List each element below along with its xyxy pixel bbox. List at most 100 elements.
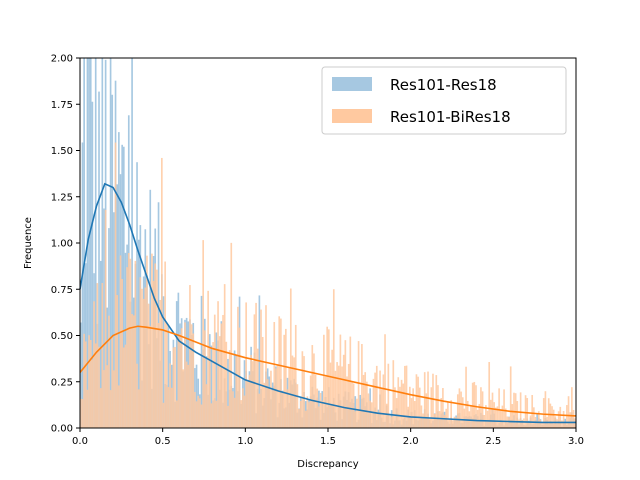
histogram-bar (98, 91, 100, 428)
histogram-bar (465, 366, 467, 428)
histogram-bar (109, 58, 112, 428)
histogram-bar (369, 400, 371, 428)
histogram-bar (528, 422, 530, 428)
histogram-bar (116, 295, 119, 428)
histogram-bar (261, 336, 264, 428)
histogram-bar (389, 415, 391, 428)
histogram-bar (189, 285, 191, 428)
histogram-bar (559, 406, 562, 428)
histogram-bar (499, 409, 502, 428)
histogram-bar (106, 365, 109, 428)
histogram-bar (271, 390, 274, 428)
x-tick-label: 3.0 (568, 436, 584, 447)
histogram-bar (149, 325, 152, 428)
histogram-bar (306, 396, 309, 428)
histogram-bar (304, 410, 307, 428)
histogram-bar (167, 387, 170, 428)
histogram-bar (332, 289, 335, 428)
histogram-bar (94, 343, 97, 428)
histogram-bar (547, 398, 550, 428)
histogram-bar (422, 413, 424, 428)
histogram-bar (466, 400, 469, 428)
histogram-bar (329, 362, 332, 428)
histogram-bar (504, 408, 507, 428)
histogram-bar (321, 400, 324, 428)
histogram-bar (509, 366, 512, 428)
histogram-bar (356, 398, 358, 428)
histogram-bar (473, 381, 476, 428)
histogram-bar (561, 420, 563, 428)
histogram-bar (359, 409, 362, 428)
histogram-bar (80, 322, 82, 428)
kde-line-res101-res18 (79, 182, 576, 424)
histogram-bar (493, 402, 495, 428)
histogram-bar (498, 388, 500, 428)
histogram-bar (86, 389, 89, 428)
histogram-bar (275, 368, 277, 428)
histogram-bar (263, 382, 266, 428)
histogram-bar (210, 345, 213, 428)
x-tick-label: 0.0 (72, 436, 88, 447)
x-tick-label: 1.0 (237, 436, 253, 447)
histogram-bar (352, 383, 355, 428)
histogram-bar (190, 324, 193, 428)
histogram-bar (418, 387, 421, 428)
histogram-bar (212, 342, 214, 428)
histogram-bar (549, 403, 552, 428)
histogram-bar (450, 400, 452, 428)
histogram-bar (243, 360, 246, 428)
y-tick-label: 1.25 (51, 192, 73, 203)
histogram-bar (174, 346, 176, 428)
histogram-bar (319, 392, 322, 428)
histogram-bar (313, 353, 315, 428)
histogram-bar (276, 364, 279, 428)
histogram-bar (122, 146, 125, 429)
histogram-bar (382, 374, 385, 428)
histogram-bar (339, 334, 342, 428)
histogram-bar (399, 386, 401, 428)
histogram-bar (162, 296, 165, 428)
histogram-bar (440, 398, 443, 428)
histogram-bar (430, 387, 433, 428)
histogram-bar (137, 389, 140, 428)
histogram-bar (164, 261, 166, 428)
histogram-bar (299, 400, 302, 428)
histogram-bar (278, 316, 281, 428)
histogram-bar (448, 418, 451, 428)
x-axis: 0.0 0.5 1.0 1.5 2.0 2.5 3.0 (72, 428, 584, 447)
histogram-bar (144, 287, 147, 428)
histogram-bar (103, 370, 105, 428)
histogram-bar (425, 393, 428, 428)
histogram-bar (250, 354, 252, 428)
histogram-bar (289, 288, 292, 428)
histogram-bar (151, 253, 153, 428)
histogram-bar (539, 419, 542, 428)
histogram-bar (291, 355, 294, 428)
histogram-bar (245, 302, 247, 428)
y-tick-label: 0.00 (51, 424, 73, 435)
histogram-bar (521, 420, 524, 428)
histogram-bar (455, 417, 457, 428)
histogram-bar (109, 390, 112, 428)
histogram-bar (134, 260, 137, 428)
x-tick-label: 0.5 (155, 436, 171, 447)
legend-label-res101-res18: Res101-Res18 (390, 76, 497, 94)
histogram-bar (233, 397, 236, 428)
histogram-bar (476, 409, 479, 428)
histogram-bar (435, 375, 438, 428)
histogram-bar (294, 324, 297, 428)
histogram-bar (83, 333, 85, 428)
histogram-bar (192, 333, 195, 428)
histogram-bar (458, 388, 461, 428)
histogram-bar (126, 267, 128, 428)
histogram-bar (288, 368, 290, 428)
histogram-bar (242, 388, 244, 428)
histogram-bar (184, 322, 186, 428)
histogram-bar (496, 406, 499, 428)
histogram-bar (453, 416, 456, 428)
histogram-bar (372, 378, 375, 428)
histogram-bar (132, 315, 135, 428)
histogram-bar (503, 389, 505, 428)
legend-label-res101-bires18: Res101-BiRes18 (390, 108, 511, 126)
histogram-bar (260, 309, 262, 428)
